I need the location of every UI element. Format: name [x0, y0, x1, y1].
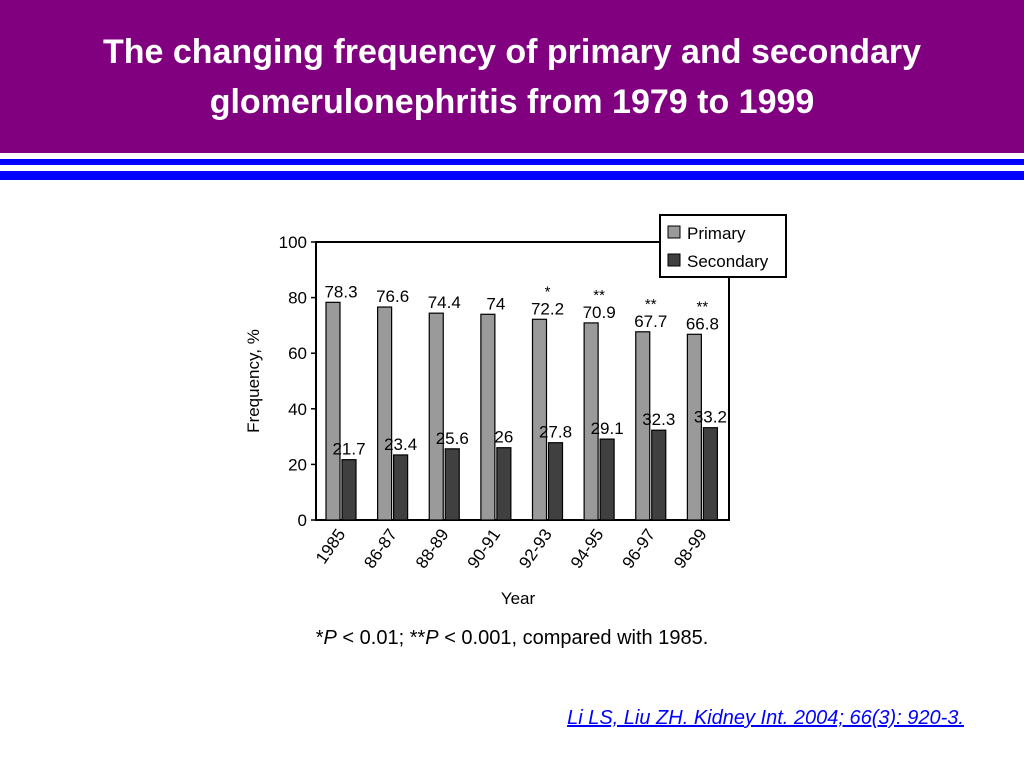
bar-primary	[531, 318, 548, 521]
bar-primary	[325, 301, 341, 521]
legend-swatch-primary	[667, 225, 681, 239]
footnote-star-1: *	[315, 627, 324, 649]
significance-marker: **	[593, 287, 605, 304]
footnote-text-1: < 0.01;	[336, 627, 410, 649]
significance-footnote: *P < 0.01; **P < 0.001, compared with 19…	[0, 627, 1024, 650]
title-banner: The changing frequency of primary and se…	[0, 0, 1024, 153]
footnote-text-2: < 0.001, compared with 1985.	[438, 627, 709, 649]
footnote-star-2: **	[409, 627, 426, 649]
data-label-secondary: 25.6	[436, 429, 469, 448]
data-label-primary: 72.2	[531, 299, 564, 318]
slide-title: The changing frequency of primary and se…	[102, 32, 922, 121]
data-label-primary: 66.8	[686, 314, 719, 333]
data-label-primary: 76.6	[376, 287, 409, 306]
x-tick-label: 94-95	[567, 525, 608, 572]
x-axis-label: Year	[501, 589, 536, 608]
legend-swatch-secondary	[667, 253, 681, 267]
bar-secondary	[341, 459, 357, 521]
x-tick-label: 90-91	[464, 525, 505, 572]
bar-primary	[480, 313, 496, 521]
bar-secondary	[496, 447, 512, 521]
legend-label-primary: Primary	[687, 224, 746, 243]
divider-rule-thick	[0, 171, 1024, 180]
data-label-primary: 74.4	[428, 293, 461, 312]
data-label-primary: 67.7	[634, 312, 667, 331]
bar-secondary	[393, 454, 409, 521]
legend-box	[659, 214, 787, 278]
bar-primary	[635, 331, 651, 521]
data-label-secondary: 32.3	[642, 410, 675, 429]
data-label-primary: 74	[486, 294, 505, 313]
bar-secondary	[444, 448, 460, 521]
bar-secondary	[599, 438, 615, 521]
footnote-p-1: P	[323, 627, 337, 649]
y-tick-label: 20	[288, 455, 307, 474]
bar-secondary	[547, 442, 564, 521]
y-tick-label: 60	[288, 344, 307, 363]
data-label-primary: 70.9	[583, 303, 616, 322]
bar-primary	[428, 312, 444, 521]
bar-primary	[583, 322, 599, 521]
y-tick-label: 0	[298, 511, 307, 530]
x-tick-label: 88-89	[412, 525, 453, 572]
footnote-p-2: P	[425, 627, 439, 649]
data-label-secondary: 29.1	[591, 419, 624, 438]
citation-link[interactable]: Li LS, Liu ZH. Kidney Int. 2004; 66(3): …	[567, 707, 964, 729]
x-tick-label: 96-97	[619, 525, 660, 572]
x-tick-label: 86-87	[360, 525, 401, 572]
significance-marker: *	[545, 283, 551, 300]
x-tick-label: 98-99	[670, 525, 711, 572]
legend-label-secondary: Secondary	[687, 252, 769, 271]
plot-frame	[315, 241, 730, 521]
bar-secondary	[702, 427, 718, 521]
data-label-secondary: 27.8	[539, 423, 572, 442]
x-tick-label: 92-93	[515, 525, 556, 572]
y-tick-label: 80	[288, 289, 307, 308]
bar-primary	[377, 306, 393, 521]
y-tick-label: 40	[288, 400, 307, 419]
data-label-primary: 78.3	[324, 282, 357, 301]
bar-secondary	[651, 429, 667, 521]
data-label-secondary: 21.7	[332, 440, 365, 459]
data-label-secondary: 33.2	[694, 408, 727, 427]
data-label-secondary: 26	[494, 428, 513, 447]
x-tick-label: 1985	[312, 525, 349, 567]
y-tick-label: 100	[279, 233, 307, 252]
bar-primary	[686, 333, 702, 521]
y-axis-label: Frequency, %	[244, 329, 263, 433]
significance-marker: **	[645, 296, 657, 313]
significance-marker: **	[697, 298, 709, 315]
data-label-secondary: 23.4	[384, 435, 417, 454]
divider-rule-thin	[0, 159, 1024, 165]
